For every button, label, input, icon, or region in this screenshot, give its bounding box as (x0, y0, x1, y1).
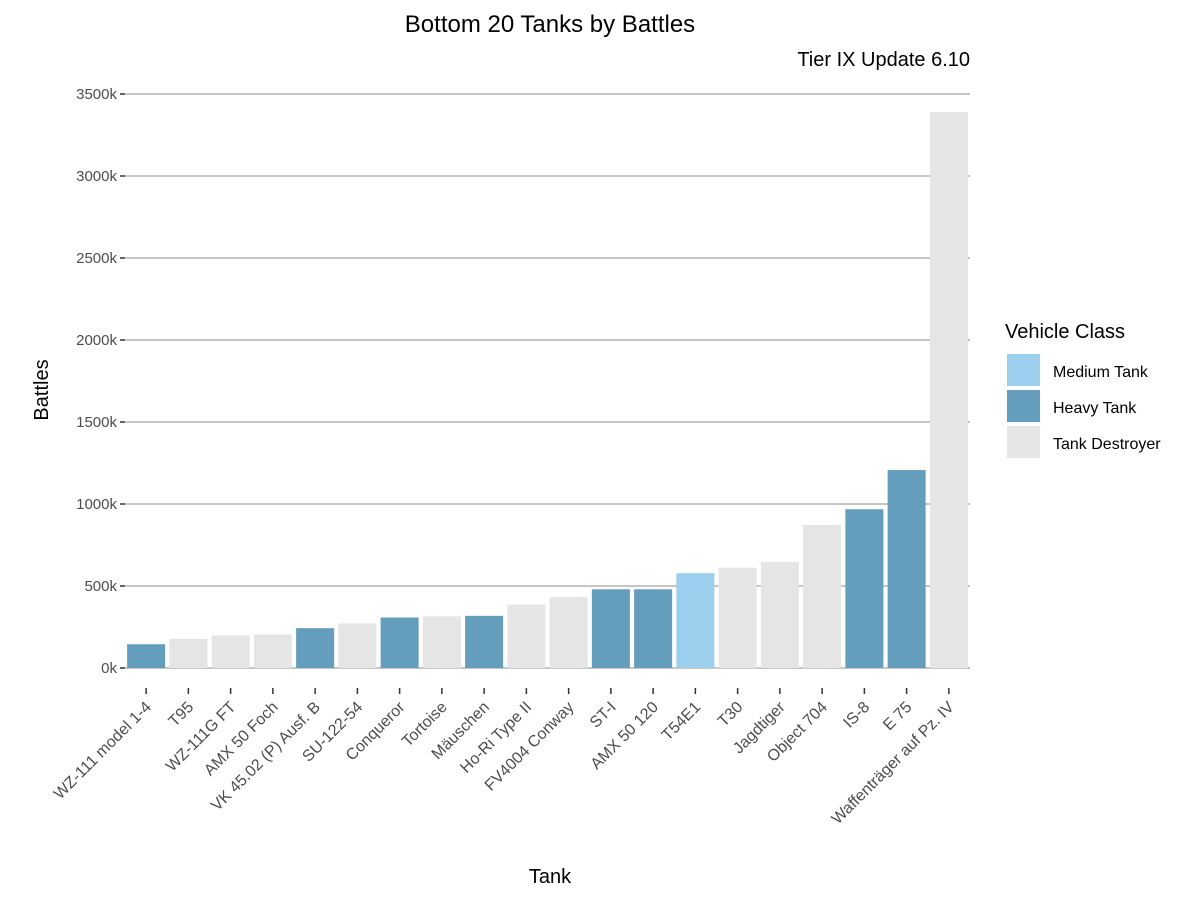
x-tick-label: T95 (166, 699, 198, 731)
legend-label-medium-tank: Medium Tank (1053, 364, 1149, 381)
legend-swatch-heavy-tank (1007, 390, 1040, 422)
bar-0 (127, 644, 166, 668)
x-tick-label: ST-I (587, 699, 620, 732)
bar-17 (845, 509, 884, 668)
legend-swatch-tank-destroyer (1007, 426, 1040, 458)
x-tick-label: T30 (715, 699, 747, 731)
bars (127, 112, 968, 669)
legend-title: Vehicle Class (1005, 321, 1125, 343)
bar-15 (760, 561, 799, 668)
bar-19 (929, 112, 968, 669)
bar-12 (634, 589, 673, 668)
x-axis-title: Tank (529, 866, 572, 888)
chart-subtitle: Tier IX Update 6.10 (797, 49, 970, 71)
y-tick-label: 3000k (76, 168, 117, 185)
bar-13 (676, 573, 715, 668)
y-tick-label: 2000k (76, 332, 117, 349)
x-tick-label: T54E1 (659, 699, 704, 744)
x-tick-label: E 75 (880, 699, 915, 734)
y-tick-label: 500k (84, 578, 117, 595)
bar-16 (803, 524, 842, 668)
bar-9 (507, 604, 546, 668)
legend-label-heavy-tank: Heavy Tank (1053, 400, 1137, 417)
y-tick-label: 0k (101, 660, 117, 677)
bar-2 (211, 635, 250, 668)
x-tick-label: AMX 50 Foch (201, 699, 282, 780)
bar-14 (718, 567, 757, 668)
bar-8 (465, 615, 504, 668)
y-axis: 0k 500k 1000k 1500k 2000k 2500k 3000k 3500k (76, 86, 125, 677)
legend: Vehicle Class Medium Tank Heavy Tank Tan… (1005, 321, 1161, 458)
bar-7 (422, 616, 461, 668)
x-tick-label: WZ-111 model 1-4 (51, 699, 155, 803)
legend-label-tank-destroyer: Tank Destroyer (1053, 436, 1161, 453)
bar-6 (380, 617, 419, 668)
bar-11 (591, 589, 630, 668)
grid-lines (125, 93, 970, 669)
y-tick-label: 1500k (76, 414, 117, 431)
bar-4 (296, 628, 335, 668)
y-tick-label: 2500k (76, 250, 117, 267)
legend-swatch-medium-tank (1007, 354, 1040, 386)
bar-10 (549, 597, 588, 668)
x-tick-label: IS-8 (840, 699, 873, 732)
bar-5 (338, 623, 377, 668)
y-tick-label: 1000k (76, 496, 117, 513)
y-tick-label: 3500k (76, 86, 117, 103)
bar-3 (253, 634, 292, 668)
chart-title: Bottom 20 Tanks by Battles (405, 11, 695, 38)
bar-1 (169, 638, 208, 668)
y-axis-title: Battles (31, 359, 53, 420)
bar-18 (887, 470, 926, 668)
